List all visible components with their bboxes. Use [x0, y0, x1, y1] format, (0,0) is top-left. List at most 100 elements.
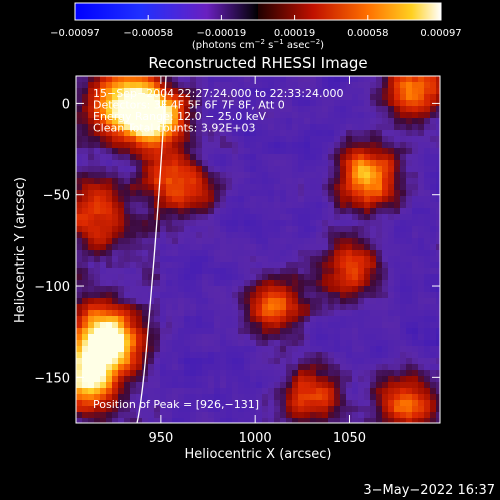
heatmap-cell — [274, 364, 281, 371]
heatmap-cell — [118, 388, 125, 395]
heatmap-cell — [376, 346, 383, 353]
heatmap-cell — [322, 88, 329, 95]
heatmap-cell — [328, 322, 335, 329]
heatmap-cell — [346, 304, 353, 311]
heatmap-cell — [322, 244, 329, 251]
heatmap-cell — [298, 226, 305, 233]
heatmap-cell — [106, 286, 113, 293]
heatmap-cell — [220, 76, 227, 83]
heatmap-cell — [190, 214, 197, 221]
heatmap-cell — [88, 370, 95, 377]
heatmap-cell — [256, 328, 263, 335]
heatmap-cell — [340, 214, 347, 221]
heatmap-cell — [94, 82, 101, 89]
heatmap-cell — [244, 76, 251, 83]
heatmap-cell — [184, 292, 191, 299]
heatmap-cell — [214, 76, 221, 83]
heatmap-cell — [424, 100, 431, 107]
heatmap-cell — [202, 370, 209, 377]
heatmap-cell — [250, 280, 257, 287]
heatmap-cell — [136, 154, 143, 161]
heatmap-cell — [334, 256, 341, 263]
heatmap-cell — [418, 394, 425, 401]
heatmap-cell — [412, 364, 419, 371]
heatmap-cell — [340, 166, 347, 173]
heatmap-cell — [388, 142, 395, 149]
heatmap-cell — [394, 148, 401, 155]
heatmap-cell — [310, 304, 317, 311]
heatmap-cell — [148, 142, 155, 149]
heatmap-cell — [250, 382, 257, 389]
heatmap-cell — [250, 250, 257, 257]
heatmap-cell — [376, 304, 383, 311]
heatmap-cell — [124, 364, 131, 371]
heatmap-cell — [202, 82, 209, 89]
heatmap-cell — [370, 400, 377, 407]
heatmap-cell — [88, 106, 95, 113]
heatmap-cell — [298, 160, 305, 167]
heatmap-cell — [124, 310, 131, 317]
heatmap-cell — [292, 400, 299, 407]
heatmap-cell — [352, 328, 359, 335]
heatmap-cell — [418, 136, 425, 143]
heatmap-cell — [136, 148, 143, 155]
heatmap-cell — [190, 148, 197, 155]
heatmap-cell — [286, 256, 293, 263]
heatmap-cell — [118, 172, 125, 179]
heatmap-cell — [406, 238, 413, 245]
heatmap-cell — [298, 418, 305, 423]
heatmap-cell — [274, 328, 281, 335]
heatmap-cell — [76, 88, 83, 95]
heatmap-cell — [268, 388, 275, 395]
heatmap-cell — [394, 142, 401, 149]
heatmap-cell — [226, 328, 233, 335]
heatmap-cell — [364, 190, 371, 197]
heatmap-cell — [358, 172, 365, 179]
heatmap-cell — [298, 214, 305, 221]
heatmap-cell — [160, 172, 167, 179]
heatmap-cell — [436, 124, 440, 131]
heatmap-cell — [106, 82, 113, 89]
heatmap-cell — [178, 118, 185, 125]
heatmap-cell — [232, 388, 239, 395]
heatmap-cell — [298, 208, 305, 215]
heatmap-cell — [82, 160, 89, 167]
heatmap-cell — [226, 166, 233, 173]
heatmap-cell — [262, 334, 269, 341]
heatmap-cell — [340, 268, 347, 275]
heatmap-cell — [142, 208, 149, 215]
heatmap-cell — [382, 412, 389, 419]
heatmap-cell — [130, 400, 137, 407]
heatmap-cell — [418, 124, 425, 131]
heatmap-cell — [412, 136, 419, 143]
heatmap-cell — [298, 394, 305, 401]
heatmap-cell — [142, 100, 149, 107]
heatmap-cell — [82, 388, 89, 395]
heatmap-cell — [226, 124, 233, 131]
heatmap-cell — [154, 118, 161, 125]
heatmap-cell — [232, 94, 239, 101]
heatmap-cell — [196, 328, 203, 335]
heatmap-cell — [208, 154, 215, 161]
heatmap-cell — [394, 394, 401, 401]
heatmap-cell — [304, 220, 311, 227]
heatmap-cell — [268, 328, 275, 335]
heatmap-cell — [322, 136, 329, 143]
heatmap-cell — [424, 154, 431, 161]
heatmap-cell — [142, 238, 149, 245]
heatmap-cell — [346, 328, 353, 335]
heatmap-cell — [76, 334, 83, 341]
heatmap-cell — [286, 322, 293, 329]
heatmap-cell — [418, 316, 425, 323]
heatmap-cell — [118, 304, 125, 311]
heatmap-cell — [364, 262, 371, 269]
heatmap-cell — [334, 346, 341, 353]
heatmap-cell — [82, 148, 89, 155]
heatmap-cell — [82, 412, 89, 419]
heatmap-cell — [352, 286, 359, 293]
heatmap-cell — [100, 196, 107, 203]
heatmap-cell — [208, 310, 215, 317]
heatmap-cell — [148, 238, 155, 245]
heatmap-cell — [304, 262, 311, 269]
heatmap-cell — [274, 118, 281, 125]
